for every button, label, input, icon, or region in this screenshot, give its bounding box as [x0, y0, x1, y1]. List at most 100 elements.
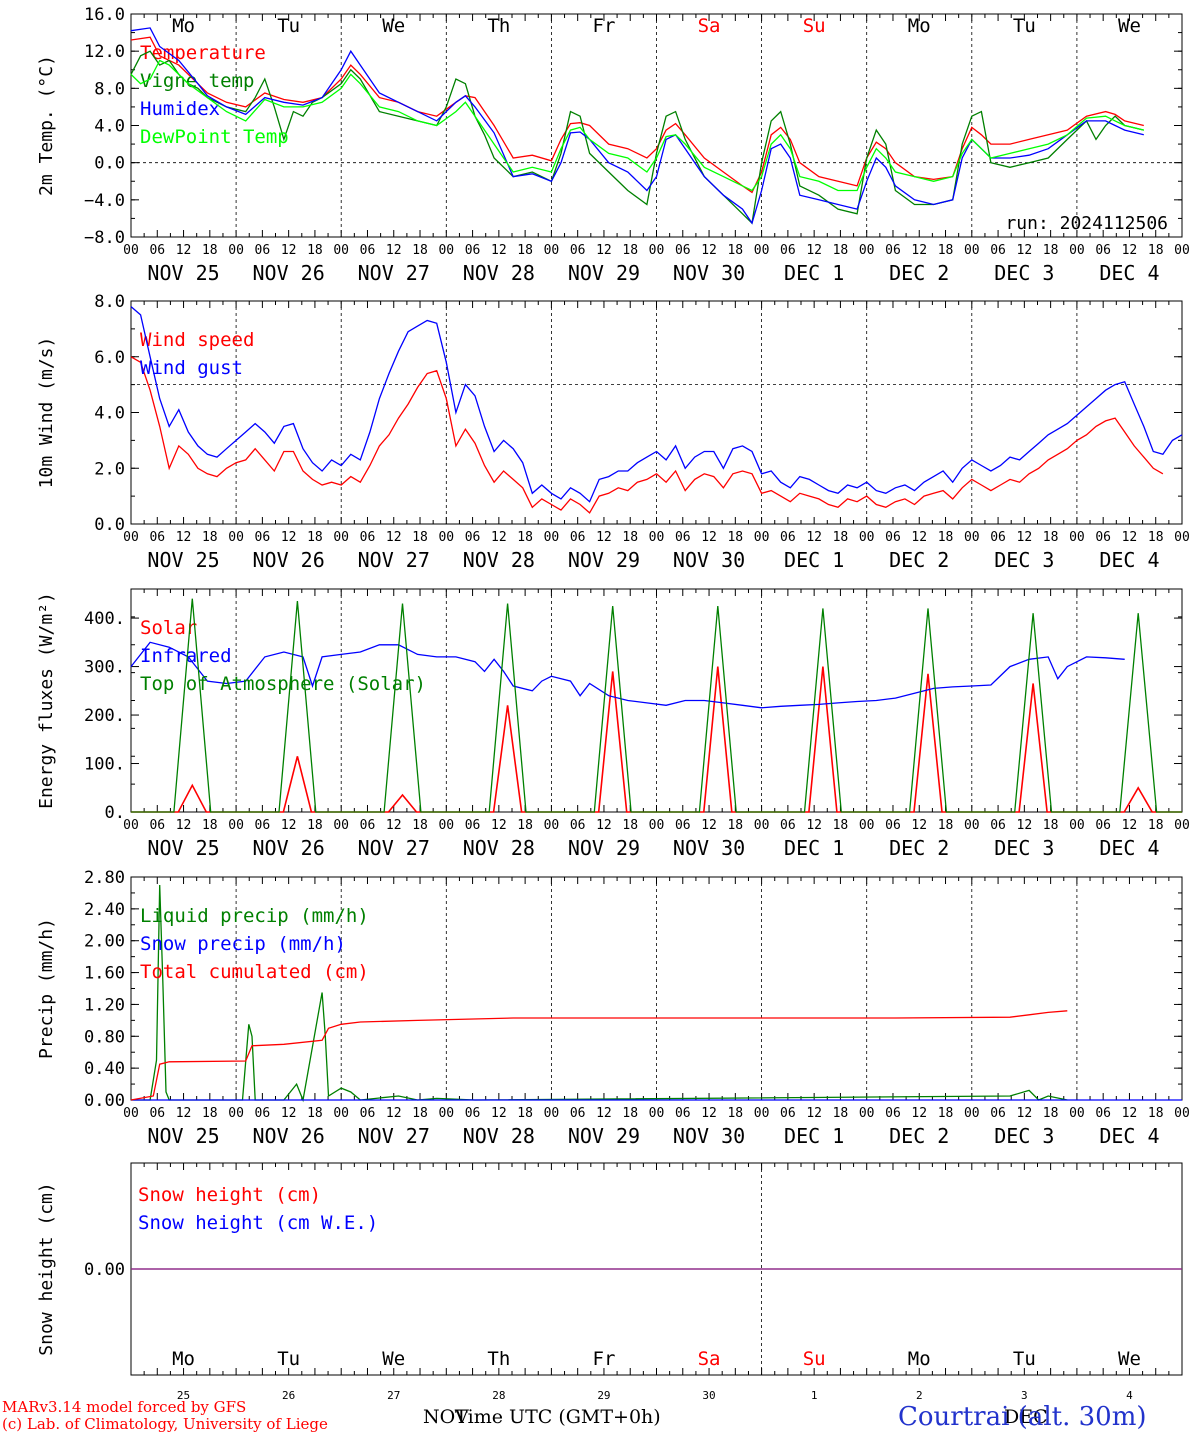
panel-4: 2.80 2.40 2.00 1.60 1.20 0.80 0.40 0.00 Precip (…: [36, 868, 1190, 1148]
weekday-label: Mo: [908, 15, 931, 37]
date-label: NOV 29: [568, 836, 640, 860]
hour-label: 12: [281, 1106, 297, 1121]
hour-label: 18: [938, 243, 954, 258]
weekday-label: Tu: [277, 15, 300, 37]
weekday-label: Tu: [1013, 15, 1036, 37]
hour-label: 00: [333, 530, 349, 545]
hour-label: 00: [1069, 243, 1085, 258]
date-label: NOV 29: [568, 548, 640, 572]
hour-label: 00: [228, 530, 244, 545]
hour-label: 12: [1122, 1106, 1138, 1121]
hour-label: 00: [964, 243, 980, 258]
day-number: 25: [177, 1389, 190, 1402]
date-label: NOV 28: [463, 548, 535, 572]
date-label: NOV 30: [673, 1124, 745, 1148]
series-line-3: [130, 27, 1144, 225]
panel-1: 16.0 12.0 8.0 4.0 0.0 −4.0 −8.0 2m Temp. (°C) Te…: [36, 5, 1190, 285]
hour-label: 18: [307, 1106, 323, 1121]
legend-entry: Solar: [140, 617, 197, 639]
y-tick-label: −8.0: [84, 228, 125, 248]
model-credit: MARv3.14 model forced by GFS (c) Lab. of…: [2, 1399, 328, 1433]
hour-label: 12: [911, 530, 927, 545]
hour-label: 12: [1122, 243, 1138, 258]
date-label: DEC 2: [889, 261, 949, 285]
y-tick-label: 16.0: [84, 5, 125, 25]
hour-label: 18: [202, 243, 218, 258]
y-tick-label: 100.: [84, 755, 125, 775]
hour-label: 18: [1148, 818, 1164, 833]
hour-label: 00: [438, 1106, 454, 1121]
hour-label: 06: [675, 818, 691, 833]
month-left: NOV: [423, 1406, 469, 1428]
hour-label: 06: [465, 1106, 481, 1121]
hour-label: 06: [990, 243, 1006, 258]
hour-label: 06: [1095, 530, 1111, 545]
hour-label: 06: [780, 530, 796, 545]
hour-label: 00: [1069, 1106, 1085, 1121]
day-number: 4: [1126, 1389, 1133, 1402]
hour-label: 12: [596, 243, 612, 258]
date-label: NOV 29: [568, 1124, 640, 1148]
hour-label: 12: [806, 1106, 822, 1121]
date-label: NOV 27: [358, 548, 430, 572]
hour-label: 12: [281, 243, 297, 258]
series-line-3: [131, 598, 1182, 813]
hour-label: 00: [333, 1106, 349, 1121]
hour-label: 00: [544, 1106, 560, 1121]
series-line-3: [130, 1010, 1068, 1101]
legend-entry: Top of Atmosphere (Solar): [140, 673, 426, 695]
weekday-label: Tu: [277, 1348, 300, 1370]
legend-entry: Wind speed: [140, 329, 254, 351]
weekday-label: Th: [487, 15, 510, 37]
date-label: DEC 4: [1099, 548, 1159, 572]
y-axis-label: Snow height (cm): [36, 1182, 57, 1355]
hour-label: 18: [307, 243, 323, 258]
hour-label: 06: [465, 818, 481, 833]
hour-label: 12: [281, 530, 297, 545]
date-label: NOV 25: [147, 261, 219, 285]
hour-label: 00: [649, 243, 665, 258]
hour-label: 18: [727, 530, 743, 545]
hour-label: 18: [938, 530, 954, 545]
hour-label: 18: [1148, 243, 1164, 258]
hour-label: 00: [859, 243, 875, 258]
hour-label: 00: [1174, 1106, 1190, 1121]
date-label: DEC 1: [784, 548, 844, 572]
hour-label: 12: [806, 530, 822, 545]
series-line-1: [130, 36, 1144, 194]
hour-label: 00: [544, 530, 560, 545]
y-tick-label: 0.00: [84, 1260, 125, 1280]
hour-label: 18: [517, 1106, 533, 1121]
hour-label: 18: [622, 530, 638, 545]
date-label: NOV 27: [358, 1124, 430, 1148]
date-label: NOV 26: [253, 1124, 325, 1148]
legend-entry: Humidex: [140, 98, 220, 120]
hour-label: 06: [990, 1106, 1006, 1121]
day-number: 2: [916, 1389, 923, 1402]
hour-label: 00: [754, 1106, 770, 1121]
weekday-label: We: [1118, 1348, 1141, 1370]
series-line-1: [130, 356, 1164, 514]
hour-label: 18: [517, 243, 533, 258]
series-line-2: [130, 50, 1144, 225]
hour-label: 12: [281, 818, 297, 833]
y-tick-label: 0.0: [94, 154, 125, 174]
y-tick-label: 0.00: [84, 1091, 125, 1111]
y-tick-label: −4.0: [84, 191, 125, 211]
date-label: NOV 30: [673, 261, 745, 285]
hour-label: 00: [1069, 818, 1085, 833]
y-axis-label: 2m Temp. (°C): [36, 55, 57, 196]
hour-label: 18: [517, 530, 533, 545]
series-line-1: [131, 884, 1068, 1103]
legend-entry: Snow height (cm W.E.): [138, 1212, 378, 1234]
date-label: DEC 1: [784, 261, 844, 285]
hour-label: 06: [465, 243, 481, 258]
hour-label: 06: [570, 243, 586, 258]
weekday-label: We: [1118, 15, 1141, 37]
hour-label: 18: [307, 530, 323, 545]
day-number: 26: [282, 1389, 295, 1402]
hour-label: 00: [649, 1106, 665, 1121]
hour-label: 12: [911, 243, 927, 258]
hour-label: 12: [1122, 530, 1138, 545]
